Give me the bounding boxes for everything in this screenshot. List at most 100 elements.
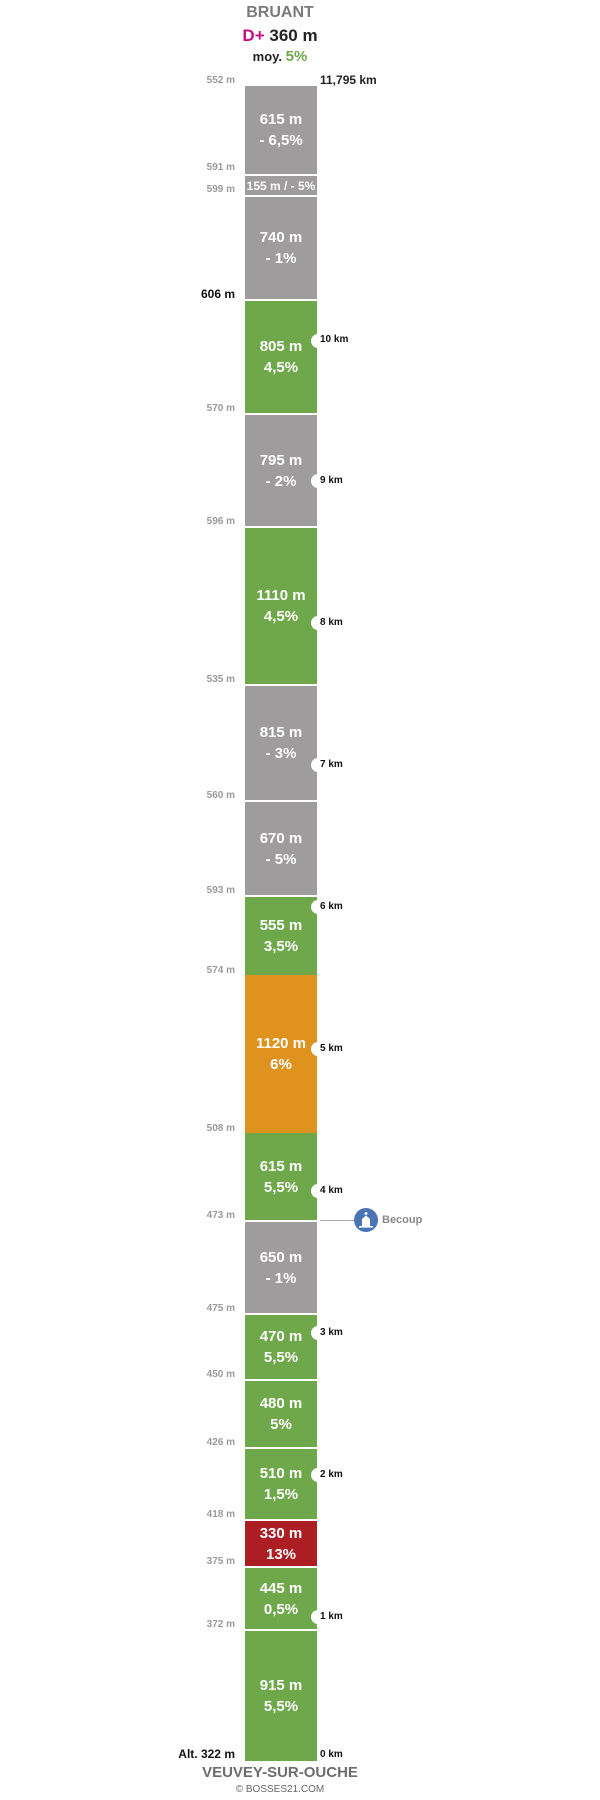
segment-grade: 1,5%: [263, 1486, 299, 1503]
segment-length: 615 m: [259, 1157, 303, 1175]
segment-grade: - 6,5%: [259, 132, 303, 149]
segment-length: 740 m: [259, 229, 303, 246]
altitude-label: 375 m: [206, 1556, 235, 1567]
segment-13: 470 m 5,5%: [245, 1313, 317, 1379]
segment-grade: 0,5%: [263, 1600, 299, 1618]
altitude-label: 552 m: [206, 75, 235, 86]
altitude-label: 372 m: [206, 1619, 235, 1630]
segment-1: 615 m - 6,5%: [245, 86, 317, 174]
altitude-label: 475 m: [206, 1303, 235, 1314]
altitude-label: 574 m: [206, 965, 235, 976]
segment-4: 805 m 4,5%: [245, 299, 317, 413]
segment-grade: - 2%: [265, 472, 297, 490]
segment-length: 615 m: [259, 111, 303, 128]
segment-15: 510 m 1,5%: [245, 1447, 317, 1519]
km-label: 9 km: [320, 475, 343, 486]
km-notch: [311, 616, 325, 630]
segment-14: 480 m 5%: [245, 1379, 317, 1447]
km-label: 5 km: [320, 1043, 343, 1054]
km-notch: [311, 334, 325, 348]
segment-grade: 13%: [265, 1545, 297, 1563]
km-label: 0 km: [320, 1749, 343, 1760]
segment-length: 795 m: [259, 451, 303, 469]
km-notch: [311, 900, 325, 914]
credit: © BOSSES21.COM: [235, 1784, 325, 1795]
average-grade: moy. 5%: [180, 48, 380, 65]
segment-length: 155 m / - 5%: [246, 178, 316, 193]
km-notch: [311, 474, 325, 488]
summit-name: BRUANT: [246, 4, 314, 21]
altitude-label: 560 m: [206, 790, 235, 801]
segment-grade: - 1%: [265, 250, 297, 267]
altitude-label: 473 m: [206, 1210, 235, 1221]
segment-grade: 4,5%: [263, 608, 299, 625]
segment-length: 815 m: [259, 724, 303, 741]
km-notch: [311, 1610, 325, 1624]
total-distance: 11,795 km: [320, 73, 377, 87]
segment-grade: - 3%: [265, 745, 297, 762]
segment-length: 805 m: [259, 338, 303, 355]
km-label: 8 km: [320, 617, 343, 628]
gain-value: 360 m: [269, 26, 318, 45]
segment-10: 1120 m 6%: [245, 975, 317, 1133]
altitude-label: 593 m: [206, 885, 235, 896]
poi-label: Becoup: [382, 1214, 423, 1226]
segment-length: 915 m: [259, 1677, 303, 1694]
start-name: VEUVEY-SUR-OUCHE: [202, 1764, 358, 1781]
segment-16: 330 m 13%: [245, 1519, 317, 1566]
km-notch: [311, 1326, 325, 1340]
segment-5: 795 m - 2%: [245, 413, 317, 526]
segment-grade: 5,5%: [263, 1349, 299, 1366]
start-altitude: Alt. 322 m: [178, 1747, 235, 1761]
altitude-label: 591 m: [206, 162, 235, 173]
segment-6: 1110 m 4,5%: [245, 526, 317, 684]
altitude-label: 596 m: [206, 516, 235, 527]
segment-length: 445 m: [259, 1579, 303, 1597]
avg-label: moy.: [252, 49, 283, 64]
segment-3: 740 m - 1%: [245, 195, 317, 299]
altitude-label: 535 m: [206, 674, 235, 685]
segment-length: 470 m: [259, 1328, 303, 1345]
gain-label: D+: [242, 26, 265, 45]
km-label: 2 km: [320, 1469, 343, 1480]
segment-grade: - 5%: [265, 850, 297, 868]
km-label: 3 km: [320, 1327, 343, 1338]
km-label: 4 km: [320, 1185, 343, 1196]
segment-18: 915 m 5,5%: [245, 1629, 317, 1761]
segment-grade: 5,5%: [263, 1698, 299, 1715]
segment-grade: 5%: [270, 1416, 292, 1433]
segment-grade: 5,5%: [263, 1178, 299, 1196]
km-label: 6 km: [320, 901, 343, 912]
church-icon: [354, 1208, 378, 1232]
altitude-label: 418 m: [206, 1509, 235, 1520]
segment-length: 1110 m: [256, 587, 306, 604]
segment-17: 445 m 0,5%: [245, 1566, 317, 1629]
segment-7: 815 m - 3%: [245, 684, 317, 800]
km-label: 7 km: [320, 759, 343, 770]
poi-leader-line: [320, 1220, 354, 1221]
elevation-gain: D+ 360 m: [180, 26, 380, 46]
segment-length: 670 m: [259, 829, 303, 847]
km-notch: [311, 758, 325, 772]
km-notch: [311, 1042, 325, 1056]
segment-8: 670 m - 5%: [245, 800, 317, 895]
segment-length: 510 m: [259, 1465, 303, 1482]
altitude-label: 426 m: [206, 1437, 235, 1448]
segment-length: 330 m: [259, 1524, 303, 1542]
segment-grade: - 1%: [265, 1269, 297, 1287]
segment-11: 615 m 5,5%: [245, 1133, 317, 1220]
km-notch: [311, 1184, 325, 1198]
segment-2: 155 m / - 5%: [245, 174, 317, 195]
segment-length: 480 m: [259, 1395, 303, 1412]
segment-grade: 3,5%: [263, 938, 299, 955]
altitude-label: 570 m: [206, 403, 235, 414]
segment-grade: 4,5%: [263, 359, 299, 376]
altitude-label: 508 m: [206, 1123, 235, 1134]
km-notch: [311, 1468, 325, 1482]
segment-length: 650 m: [259, 1248, 303, 1266]
km-label: 1 km: [320, 1611, 343, 1622]
segment-12: 650 m - 1%: [245, 1220, 317, 1313]
segment-length: 555 m: [259, 917, 303, 934]
segment-length: 1120 m: [255, 1035, 307, 1052]
km-label: 10 km: [320, 334, 349, 345]
